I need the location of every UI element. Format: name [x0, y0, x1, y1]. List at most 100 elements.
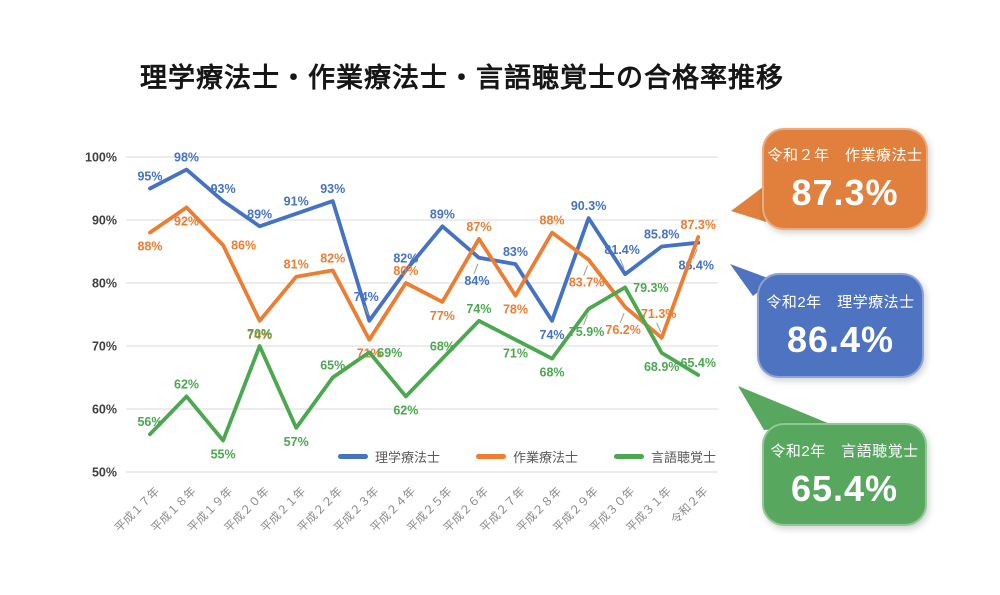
data-label-作業療法士: 88%	[137, 240, 162, 254]
data-label-理学療法士: 93%	[320, 182, 345, 196]
x-tick-label: 平成２５年	[404, 484, 455, 535]
x-tick-label: 平成１７年	[112, 484, 163, 535]
data-label-作業療法士: 80%	[393, 264, 418, 278]
label-leader	[656, 322, 662, 333]
data-label-作業療法士: 78%	[503, 303, 528, 317]
label-leader	[583, 314, 589, 326]
data-label-言語聴覚士: 57%	[284, 435, 309, 449]
data-label-言語聴覚士: 55%	[211, 448, 236, 462]
callout-occupational-therapist: 令和２年 作業療法士 87.3%	[762, 128, 928, 230]
y-tick-label: 90%	[92, 214, 117, 228]
y-tick-label: 50%	[92, 466, 117, 480]
x-tick-label: 平成２９年	[550, 484, 601, 535]
x-tick-label: 平成２３年	[331, 484, 382, 535]
data-label-言語聴覚士: 68%	[540, 366, 565, 380]
x-tick-label: 平成１９年	[185, 484, 236, 535]
chart-legend: 理学療法士 作業療法士 言語聴覚士	[338, 447, 716, 466]
data-label-作業療法士: 71.3%	[641, 307, 676, 321]
callout-speech-therapist: 令和2年 言語聴覚士 65.4%	[762, 423, 927, 526]
y-tick-label: 100%	[85, 151, 117, 165]
data-label-理学療法士: 89%	[430, 207, 455, 221]
legend-label-pt: 理学療法士	[375, 450, 441, 465]
data-label-言語聴覚士: 56%	[137, 415, 162, 429]
data-label-理学療法士: 98%	[174, 151, 199, 165]
y-tick-label: 80%	[92, 277, 117, 291]
data-label-言語聴覚士: 79.3%	[633, 281, 668, 295]
data-label-作業療法士: 74%	[247, 328, 272, 342]
legend-item-st: 言語聴覚士	[614, 447, 716, 466]
data-label-作業療法士: 81%	[284, 258, 309, 272]
grid-layer	[126, 156, 718, 473]
data-label-言語聴覚士: 75.9%	[569, 325, 604, 339]
data-label-理学療法士: 91%	[284, 195, 309, 209]
callout-ot-value: 87.3%	[791, 172, 899, 213]
data-label-理学療法士: 90.3%	[571, 199, 606, 213]
data-label-理学療法士: 89%	[247, 207, 272, 221]
label-leader	[583, 265, 589, 276]
x-tick-label: 平成３１年	[623, 484, 674, 535]
callout-pt-value: 86.4%	[786, 318, 895, 360]
data-label-言語聴覚士: 62%	[174, 377, 199, 391]
label-leader	[619, 312, 625, 324]
data-label-理学療法士: 74%	[540, 328, 565, 342]
x-tick-label: 平成２８年	[514, 484, 565, 535]
x-tick-label: 令和２年	[668, 484, 710, 526]
series-line-言語聴覚士	[148, 285, 701, 443]
y-tick-label: 70%	[92, 340, 117, 354]
data-label-理学療法士: 81.4%	[604, 243, 639, 257]
data-label-言語聴覚士: 74%	[466, 302, 491, 316]
data-label-理学療法士: 93%	[211, 182, 236, 196]
data-label-作業療法士: 82%	[320, 251, 345, 265]
legend-swatch-pt	[338, 454, 368, 459]
data-label-言語聴覚士: 68.9%	[644, 360, 679, 374]
callout-tail-orange	[731, 187, 766, 222]
x-tick-label: 平成３０年	[587, 484, 638, 535]
callout-pt-caption: 令和2年 理学療法士	[766, 293, 915, 311]
series-line-理学療法士	[148, 167, 701, 323]
data-label-理学療法士: 84%	[464, 274, 489, 288]
x-tick-label: 平成２７年	[477, 484, 528, 535]
callout-ot-caption: 令和２年 作業療法士	[767, 147, 923, 164]
data-label-作業療法士: 87.3%	[681, 218, 716, 232]
data-label-言語聴覚士: 71%	[503, 347, 528, 361]
data-label-理学療法士: 83%	[503, 245, 528, 259]
callout-physical-therapist: 令和2年 理学療法士 86.4%	[757, 273, 924, 378]
data-label-理学療法士: 82%	[393, 251, 418, 265]
callout-st-value: 65.4%	[790, 467, 899, 509]
series-line-作業療法士	[148, 205, 701, 342]
x-tick-label: 平成２６年	[441, 484, 492, 535]
data-label-作業療法士: 76.2%	[605, 323, 640, 337]
legend-item-ot: 作業療法士	[476, 447, 578, 466]
axis-layer: 100%90%80%70%60%50%平成１７年平成１８年平成１９年平成２０年平…	[85, 151, 710, 535]
data-label-言語聴覚士: 68%	[430, 340, 455, 354]
data-label-言語聴覚士: 69%	[377, 346, 402, 360]
data-label-言語聴覚士: 65%	[320, 359, 345, 373]
legend-label-ot: 作業療法士	[513, 450, 579, 465]
data-label-理学療法士: 74%	[354, 290, 379, 304]
page-title: 理学療法士・作業療法士・言語聴覚士の合格率推移	[140, 63, 784, 93]
x-tick-label: 平成１８年	[148, 484, 199, 535]
label-leader	[363, 305, 369, 316]
data-label-理学療法士: 86.4%	[679, 259, 714, 273]
data-label-作業療法士: 71%	[357, 347, 382, 361]
legend-swatch-ot	[476, 454, 507, 459]
data-label-作業療法士: 77%	[430, 309, 455, 323]
data-label-言語聴覚士: 62%	[393, 403, 418, 417]
x-tick-label: 平成２４年	[367, 484, 418, 535]
data-label-作業療法士: 86%	[231, 239, 256, 253]
x-tick-label: 平成２０年	[221, 484, 272, 535]
data-label-作業療法士: 87%	[466, 220, 491, 234]
data-label-言語聴覚士: 65.4%	[681, 356, 716, 370]
legend-item-pt: 理学療法士	[338, 447, 440, 466]
legend-label-st: 言語聴覚士	[651, 450, 717, 465]
callout-st-caption: 令和2年 言語聴覚士	[770, 442, 919, 460]
data-label-理学療法士: 95%	[137, 170, 162, 184]
x-tick-label: 平成２１年	[258, 484, 309, 535]
series-layer: 95% 98% 93% 89% 91% 93% 74% 82% 89% 84% 83% 74% 90.3…	[137, 151, 715, 462]
data-label-理学療法士: 85.8%	[644, 227, 679, 241]
data-label-作業療法士: 92%	[174, 214, 199, 228]
x-tick-label: 平成２２年	[294, 484, 345, 535]
data-label-作業療法士: 88%	[540, 214, 565, 228]
legend-swatch-st	[614, 454, 645, 459]
data-label-作業療法士: 83.7%	[569, 276, 604, 290]
